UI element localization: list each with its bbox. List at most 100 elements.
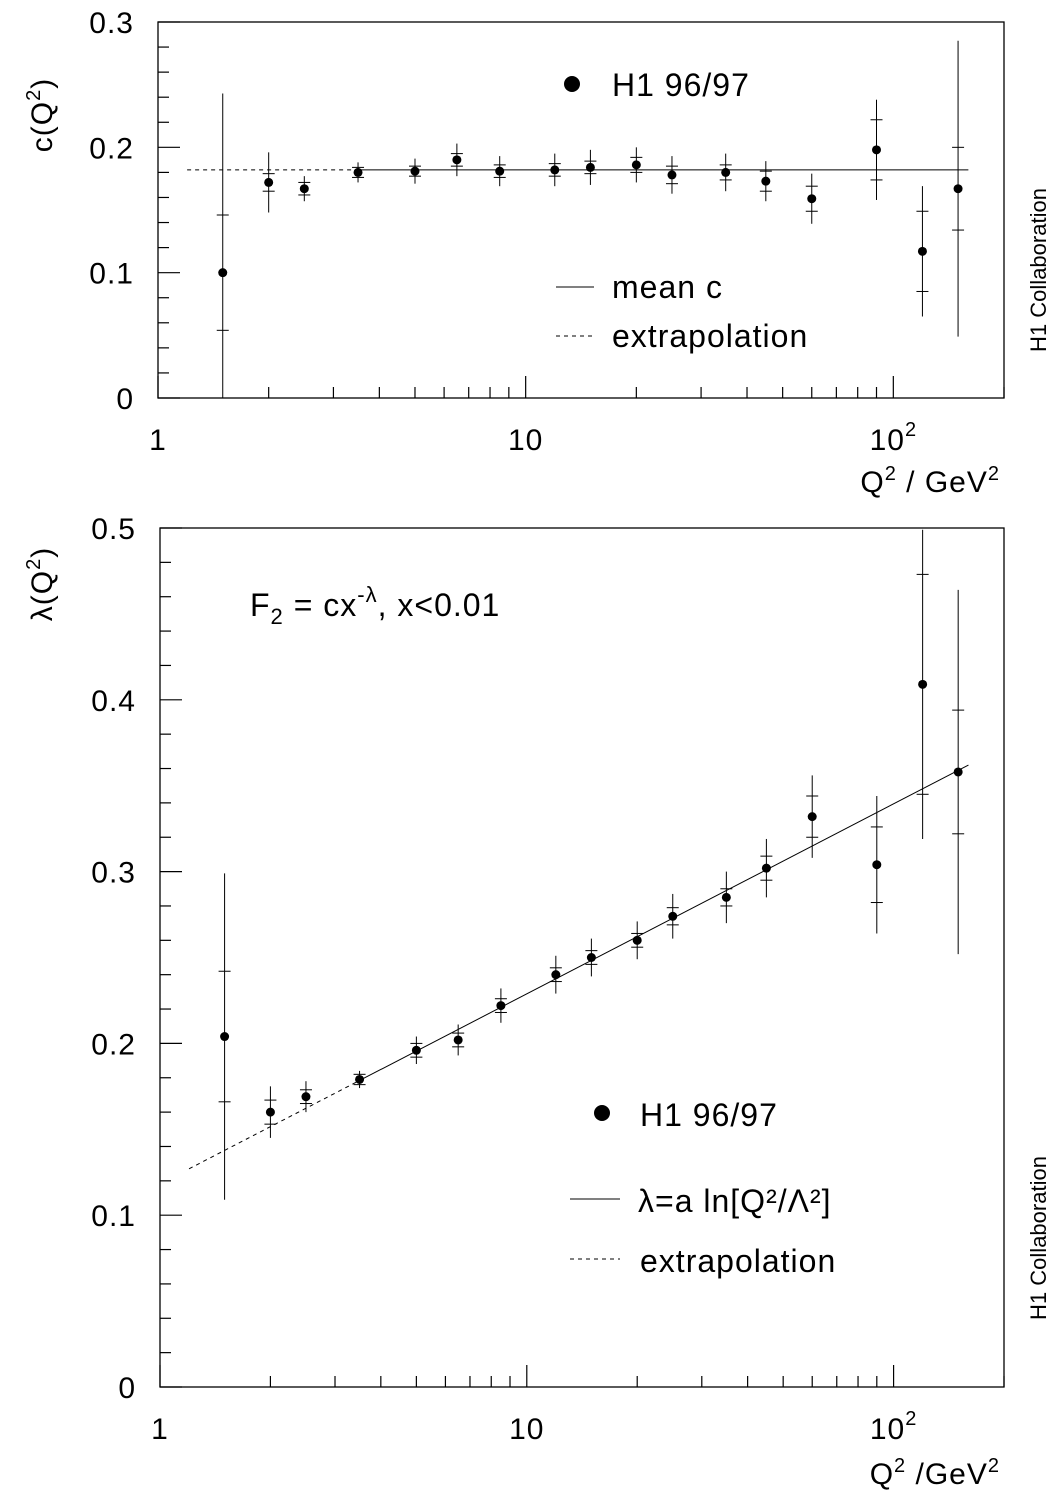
legend-line-label: mean c <box>612 269 723 305</box>
data-point <box>494 988 507 1023</box>
data-marker <box>355 1074 365 1084</box>
legend-dash-label: extrapolation <box>612 318 808 354</box>
data-marker <box>807 812 817 822</box>
data-marker <box>218 268 228 278</box>
x-tick-label: 102 <box>870 1408 918 1446</box>
data-point <box>720 871 733 924</box>
data-point <box>584 149 597 185</box>
data-point <box>630 147 643 183</box>
data-marker <box>953 767 963 777</box>
y-tick-label: 0.3 <box>89 7 134 40</box>
data-marker <box>761 863 771 873</box>
legend-marker <box>594 1105 610 1121</box>
x-tick-label: 1 <box>149 424 167 457</box>
data-point <box>410 1036 423 1065</box>
fit-line <box>359 764 969 1081</box>
data-point <box>759 161 772 202</box>
data-point <box>916 529 929 839</box>
legend-marker-label: H1 96/97 <box>640 1097 778 1133</box>
data-marker <box>807 194 817 204</box>
data-point <box>952 40 965 337</box>
x-tick-label: 10 <box>508 424 543 457</box>
y-tick-label: 0.1 <box>89 258 134 291</box>
data-point <box>353 1070 366 1089</box>
data-point <box>262 152 275 213</box>
data-point <box>760 838 773 898</box>
data-marker <box>551 970 561 980</box>
y-tick-label: 0.2 <box>91 1028 136 1061</box>
data-point <box>298 176 311 202</box>
data-point <box>216 93 229 398</box>
data-marker <box>871 145 881 155</box>
y-tick-label: 0 <box>118 1372 136 1405</box>
data-point <box>299 1081 312 1113</box>
x-tick-label-exponent: 2 <box>905 1408 917 1430</box>
data-point <box>218 873 231 1200</box>
data-marker <box>265 1107 275 1117</box>
data-marker <box>299 184 309 194</box>
top-panel: 1 10 102 0 0.1 0.2 0.3 c(Q2) Q2 / GeV2 H1 96/97 me… <box>23 7 1051 499</box>
data-point <box>665 156 678 194</box>
data-point <box>585 938 598 977</box>
legend-line-label: λ=a ln[Q²/Λ²] <box>638 1183 832 1219</box>
y-tick-label: 0.1 <box>91 1200 136 1233</box>
y-tick-label: 0.4 <box>91 685 136 718</box>
data-marker <box>550 165 560 175</box>
data-marker <box>667 170 677 180</box>
y-axis-title: c(Q2) <box>23 78 59 152</box>
data-marker <box>917 246 927 256</box>
data-marker <box>264 177 274 187</box>
data-point <box>870 99 883 200</box>
data-point <box>916 186 929 317</box>
data-point <box>493 156 506 187</box>
y-tick-label: 0.3 <box>91 857 136 890</box>
data-point <box>805 173 818 224</box>
data-marker <box>353 167 363 177</box>
plot-frame <box>157 21 1005 399</box>
data-marker <box>411 1045 421 1055</box>
data-marker <box>586 953 596 962</box>
legend-dash-label: extrapolation <box>640 1243 836 1279</box>
data-point <box>806 775 819 858</box>
data-marker <box>496 1001 506 1011</box>
y-axis-title: λ(Q2) <box>23 547 59 621</box>
data-marker <box>721 892 731 902</box>
collaboration-label: H1 Collaboration <box>1026 188 1051 352</box>
data-point <box>264 1086 277 1138</box>
x-axis-title: Q2 / GeV2 <box>860 463 1000 499</box>
data-marker <box>453 1035 463 1045</box>
data-point <box>631 921 644 960</box>
extrapolation-line <box>188 1080 360 1170</box>
y-tick-label: 0 <box>116 383 134 416</box>
legend-marker <box>564 76 580 92</box>
data-point <box>450 143 463 177</box>
formula-annotation: F2 = cx-λ, x<0.01 <box>250 582 500 629</box>
data-marker <box>918 679 928 689</box>
data-marker <box>220 1032 230 1042</box>
data-marker <box>452 155 462 165</box>
x-tick-label: 102 <box>870 419 918 457</box>
data-marker <box>301 1092 311 1102</box>
x-tick-label: 1 <box>151 1413 169 1446</box>
data-marker <box>585 162 595 172</box>
bottom-panel: 1 10 102 0 0.1 0.2 0.3 0.4 0.5 λ(Q2) Q2 /GeV2 F2 = … <box>23 513 1051 1491</box>
data-point <box>870 796 883 934</box>
data-marker <box>631 160 641 170</box>
data-marker <box>872 860 882 870</box>
data-point <box>666 893 679 939</box>
collaboration-label: H1 Collaboration <box>1026 1156 1051 1320</box>
data-marker <box>668 911 678 921</box>
data-marker <box>632 935 642 945</box>
data-point <box>549 955 562 994</box>
x-tick-label-exponent: 2 <box>905 419 917 441</box>
data-marker <box>721 167 731 177</box>
data-marker <box>495 166 505 176</box>
data-marker <box>761 176 771 186</box>
data-point <box>408 158 421 184</box>
legend-marker-label: H1 96/97 <box>612 67 750 103</box>
data-point <box>548 153 561 187</box>
x-tick-label: 10 <box>509 1413 544 1446</box>
data-marker <box>953 184 963 194</box>
plot-frame <box>159 527 1005 1388</box>
